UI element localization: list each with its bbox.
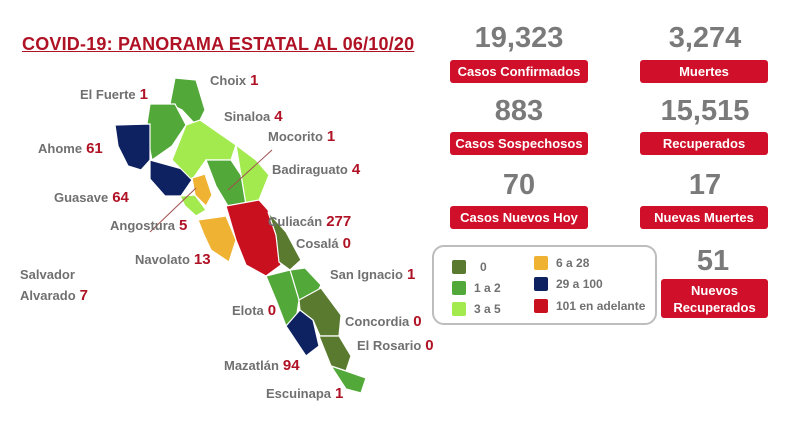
deaths-value: 3,274 [668, 22, 742, 54]
label-choix: Choix 1 [210, 72, 259, 89]
label-culiacan: Culiacán 277 [268, 213, 352, 230]
new-recovered-value: 51 [696, 245, 730, 277]
region-navolato [197, 215, 237, 263]
label-el-rosario: El Rosario 0 [357, 337, 434, 354]
label-salvador-alvarado: Salvador Alvarado 7 [20, 267, 88, 304]
label-guasave: Guasave 64 [54, 189, 129, 206]
legend-swatch [452, 260, 466, 274]
region-mazatlan [285, 309, 320, 357]
label-elota: Elota 0 [232, 302, 277, 319]
region-salvador-alvarado [191, 173, 213, 207]
new-deaths-label: Nuevas Muertes [640, 206, 768, 229]
legend-swatch [534, 277, 548, 291]
suspected-value: 883 [494, 95, 544, 127]
region-angostura [179, 194, 207, 217]
legend-item: 3 a 5 [452, 302, 501, 316]
page-title: COVID-19: PANORAMA ESTATAL AL 06/10/20 [22, 34, 415, 54]
label-ahome: Ahome 61 [38, 140, 103, 157]
new-recovered-label: Nuevos Recuperados [661, 279, 768, 318]
legend-item: 29 a 100 [534, 277, 603, 291]
legend-swatch [534, 299, 548, 313]
legend-item: 0 [452, 260, 487, 274]
new-cases-value: 70 [502, 169, 536, 201]
region-el-rosario [318, 335, 352, 372]
confirmed-label: Casos Confirmados [450, 60, 588, 83]
angostura-pointer [149, 187, 197, 233]
label-mazatlan: Mazatlán 94 [224, 357, 300, 374]
label-cosala: Cosalá 0 [296, 235, 351, 252]
label-el-fuerte: El Fuerte 1 [80, 86, 148, 103]
legend-item: 1 a 2 [452, 281, 501, 295]
map-legend: 0 1 a 2 3 a 5 6 a 28 29 a 100 101 en ade… [432, 245, 657, 325]
label-mocorito: Mocorito 1 [268, 128, 336, 145]
region-culiacan [225, 199, 282, 277]
legend-swatch [534, 256, 548, 270]
region-ahome [114, 123, 151, 171]
legend-swatch [452, 302, 466, 316]
label-sinaloa: Sinaloa 4 [224, 108, 283, 125]
label-navolato: Navolato 13 [135, 251, 211, 268]
suspected-label: Casos Sospechosos [450, 132, 588, 155]
legend-swatch [452, 281, 466, 295]
label-escuinapa: Escuinapa 1 [266, 385, 344, 402]
new-cases-label: Casos Nuevos Hoy [450, 206, 588, 229]
new-deaths-value: 17 [688, 169, 722, 201]
label-badiraguato: Badiraguato 4 [272, 161, 361, 178]
label-san-ignacio: San Ignacio 1 [330, 266, 416, 283]
legend-item: 101 en adelante [534, 299, 645, 313]
region-escuinapa [329, 364, 367, 394]
mocorito-pointer [227, 149, 273, 191]
recovered-value: 15,515 [660, 95, 750, 127]
deaths-label: Muertes [640, 60, 768, 83]
label-angostura: Angostura 5 [110, 217, 188, 234]
confirmed-value: 19,323 [474, 22, 564, 54]
legend-item: 6 a 28 [534, 256, 589, 270]
recovered-label: Recuperados [640, 132, 768, 155]
label-concordia: Concordia 0 [345, 313, 422, 330]
